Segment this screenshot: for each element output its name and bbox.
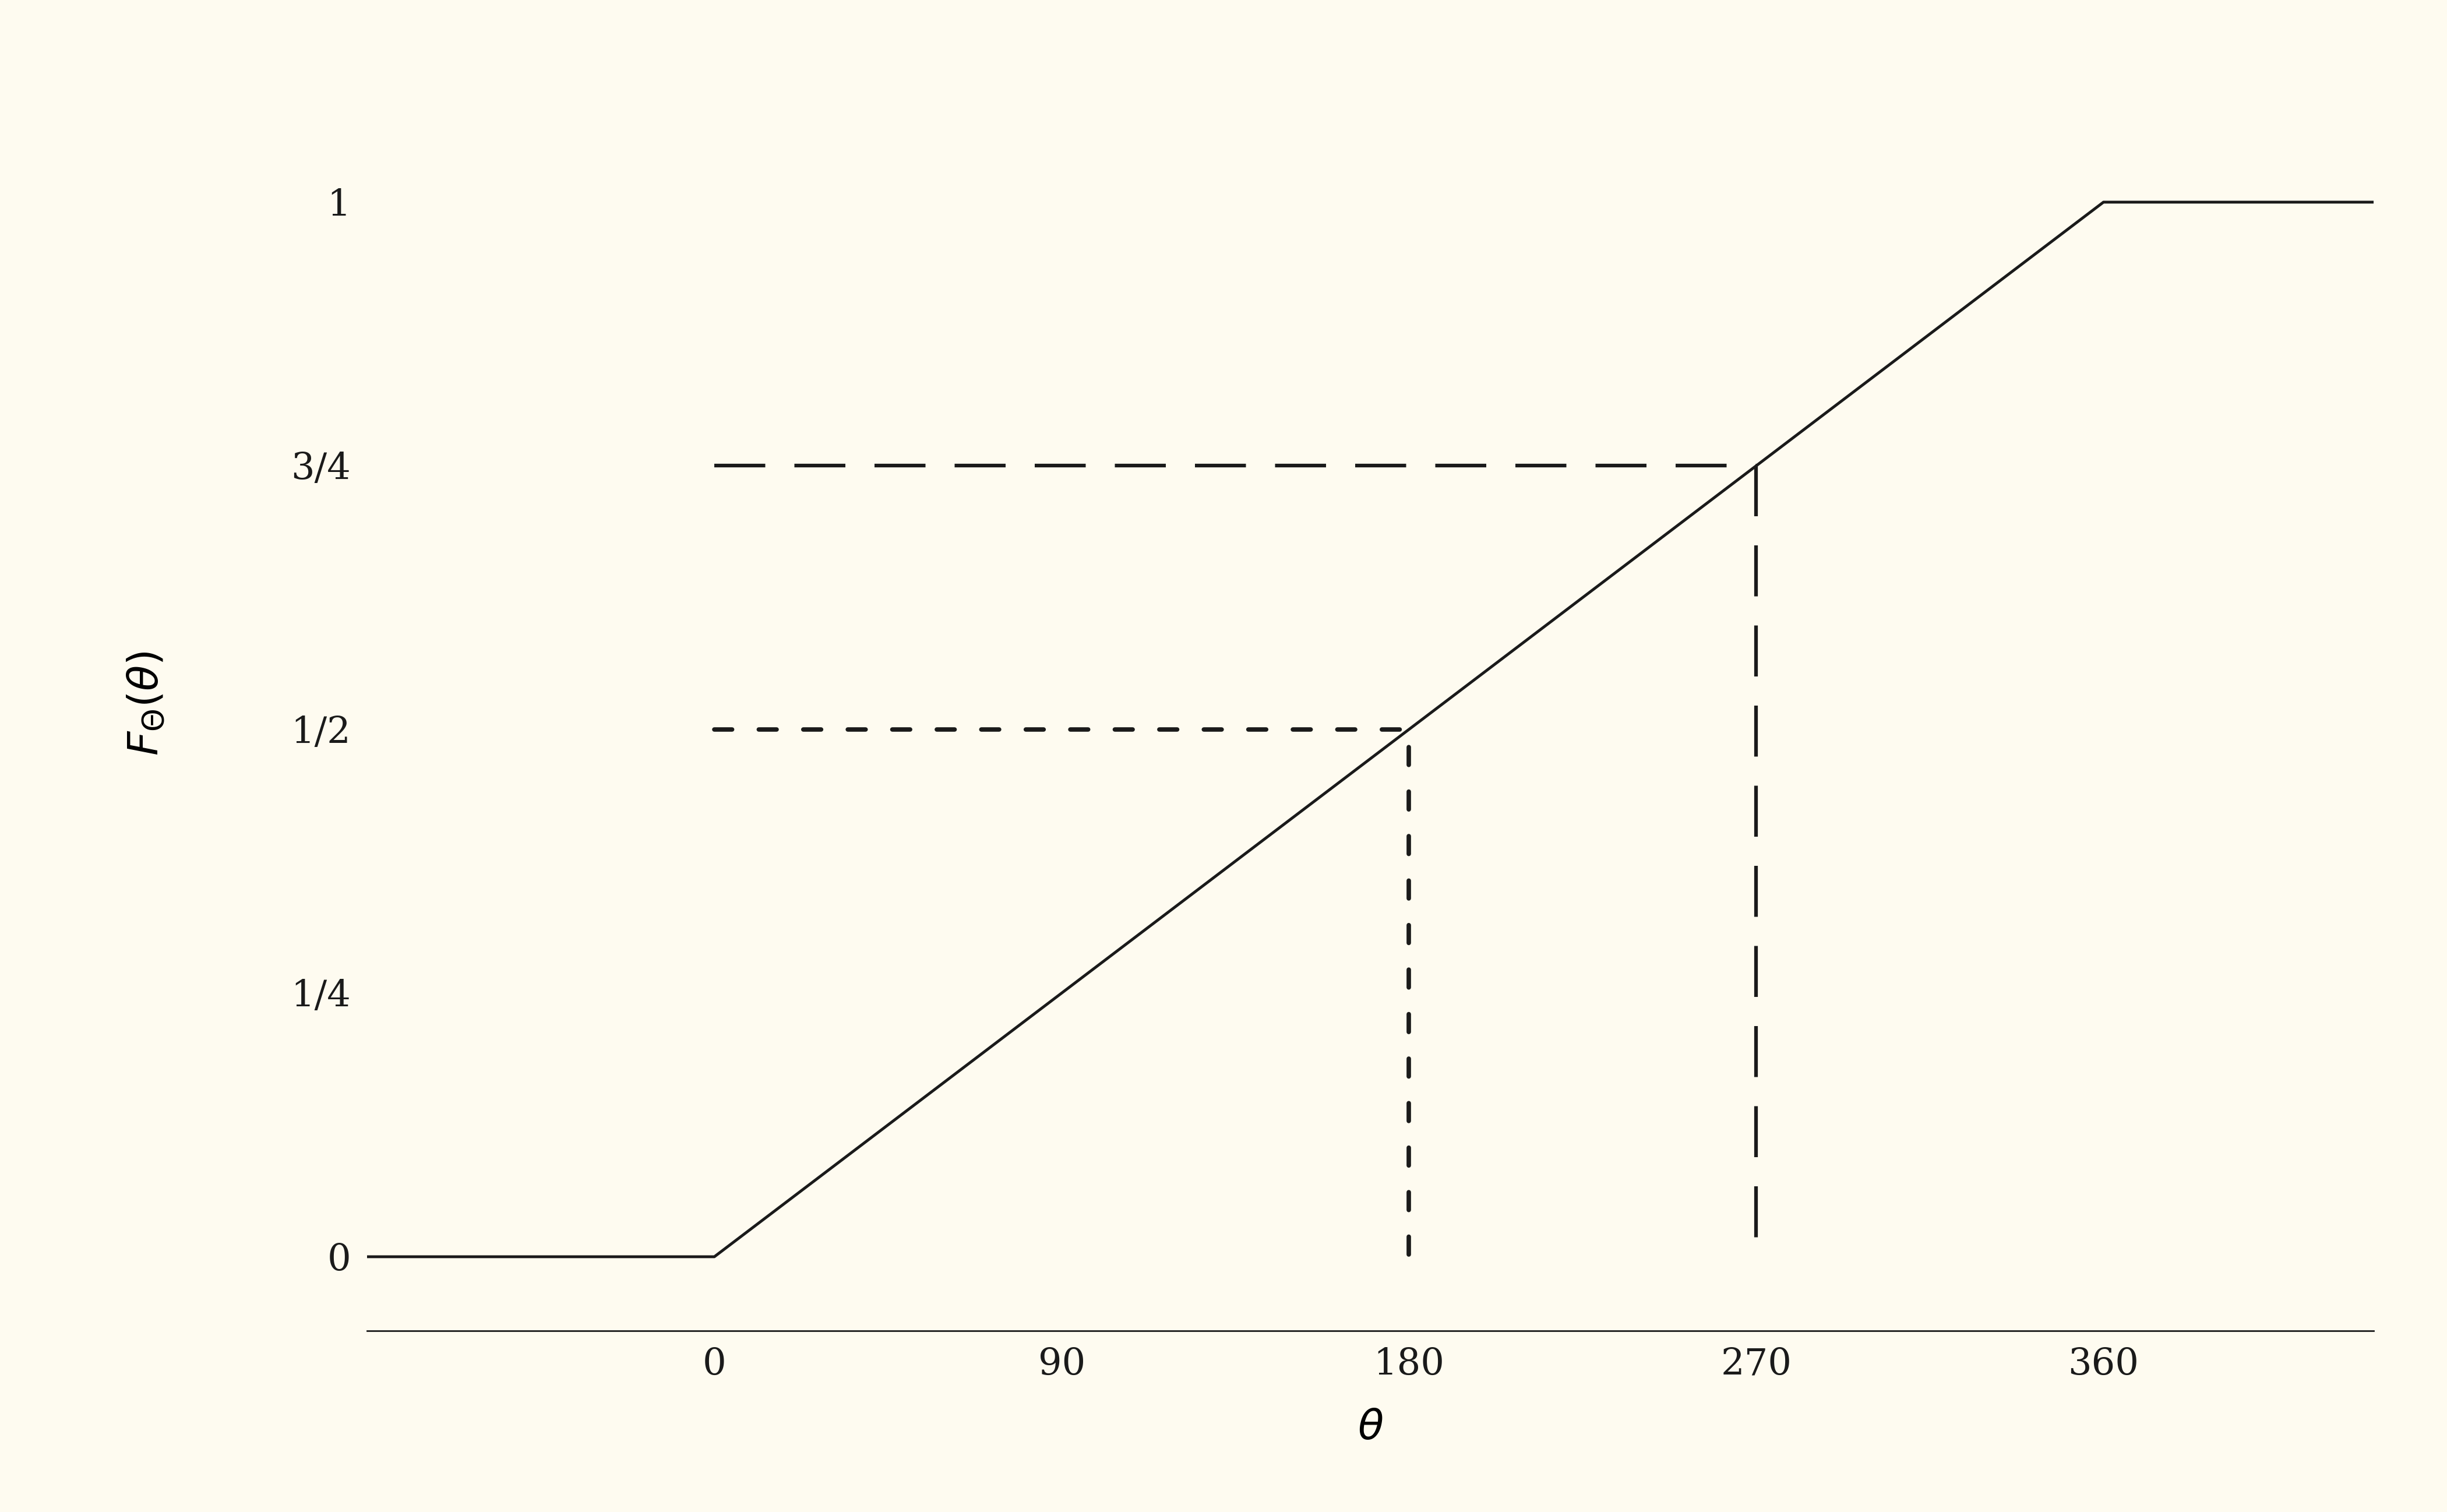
X-axis label: $\theta$: $\theta$ <box>1358 1406 1383 1447</box>
Y-axis label: $F_{\Theta}(\theta)$: $F_{\Theta}(\theta)$ <box>125 650 166 756</box>
